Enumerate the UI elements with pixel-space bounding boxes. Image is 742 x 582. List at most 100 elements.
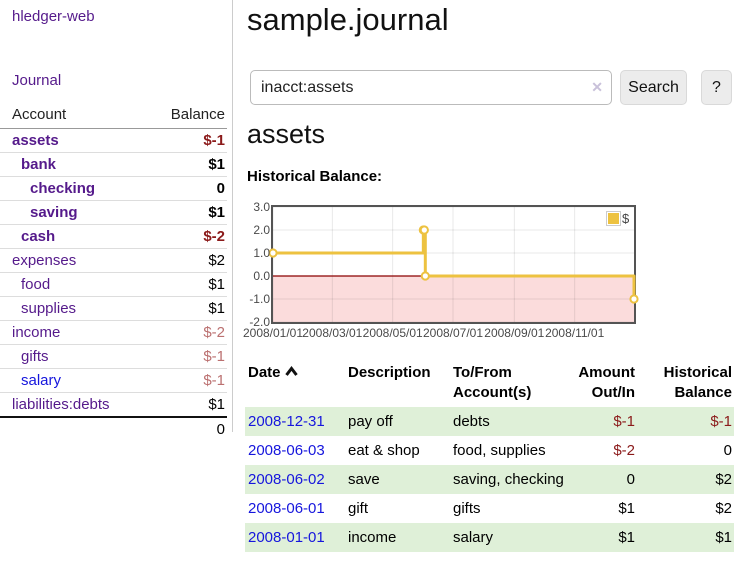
sidebar-account-link[interactable]: expenses [12,252,77,269]
transaction-description: save [348,471,380,488]
register-header-amount: Amount Out/In [578,364,635,401]
register-row: 2008-06-01 gift gifts $1 $2 [245,494,734,523]
account-row: supplies $1 [0,296,227,321]
transaction-amount: $1 [618,500,635,517]
account-balance: $2 [150,248,227,273]
sort-ascending-icon [284,363,298,383]
account-balance: 0 [150,176,227,201]
page-title: sample.journal [247,2,449,37]
account-row: food $1 [0,272,227,297]
transaction-balance: $-1 [710,413,732,430]
clear-search-icon[interactable]: ✕ [591,79,603,95]
x-tick-label: 2008/01/01 [242,326,304,340]
transaction-date-link[interactable]: 2008-06-01 [248,500,325,517]
register-header-row: Date Description To/From Account(s) Amou… [245,358,734,407]
account-balance: $1 [150,272,227,297]
account-row: cash $-2 [0,224,227,249]
x-tick-label: 2008/05/01 [362,326,423,340]
account-balance: $-1 [150,128,227,153]
help-button[interactable]: ? [701,70,732,105]
x-tick-label: 2008/09/01 [484,326,545,340]
sidebar-account-link[interactable]: bank [21,156,57,173]
account-row: bank $1 [0,152,227,177]
sidebar-account-link[interactable]: gifts [21,348,49,365]
chart-legend: $ [607,211,629,226]
account-balance: $-2 [150,320,227,345]
search-box: ✕ [250,70,612,105]
accounts-total-value: 0 [150,416,227,441]
account-balance: $1 [150,296,227,321]
y-tick-label: -2.0 [249,315,270,329]
transaction-date-link[interactable]: 2008-12-31 [248,413,325,430]
account-balance: $-1 [150,344,227,369]
account-row: liabilities:debts $1 [0,392,227,418]
legend-label: $ [622,211,630,226]
account-balance: $-1 [150,368,227,393]
app-title-link[interactable]: hledger-web [12,8,95,25]
sidebar-account-link[interactable]: checking [30,180,96,197]
register-row: 2008-06-02 save saving, checking 0 $2 [245,465,734,494]
register-row: 2008-12-31 pay off debts $-1 $-1 [245,407,734,436]
transaction-accounts: gifts [453,500,481,517]
transaction-date-link[interactable]: 2008-06-02 [248,471,325,488]
search-input[interactable] [250,70,612,105]
y-tick-label: 1.0 [253,246,270,260]
transaction-amount: 0 [626,471,635,488]
sidebar-account-link[interactable]: assets [12,132,59,149]
register-header-description: Description [348,364,431,381]
account-row: assets $-1 [0,128,227,153]
transaction-description: pay off [348,413,393,430]
account-row: income $-2 [0,320,227,345]
register-header-accounts: To/From Account(s) [453,364,532,401]
chart-canvas [268,205,639,324]
accounts-header-balance: Balance [150,102,227,129]
transaction-description: income [348,529,397,546]
sidebar-account-link[interactable]: food [21,276,51,293]
y-tick-label: 3.0 [253,200,270,214]
account-balance: $1 [150,392,227,418]
register-row: 2008-01-01 income salary $1 $1 [245,523,734,552]
transaction-balance: $2 [715,500,732,517]
x-tick-label: 2008/03/01 [302,326,363,340]
sidebar-account-link[interactable]: supplies [21,300,77,317]
transaction-accounts: salary [453,529,494,546]
historical-balance-chart[interactable]: 3.0 2.0 1.0 0.0 -1.0 -2.0 2008/01/01 2008/03/01… [242,200,665,347]
register-row: 2008-06-03 eat & shop food, supplies $-2 0 [245,436,734,465]
transaction-accounts: debts [453,413,490,430]
sidebar-account-link[interactable]: salary [21,372,62,389]
accounts-total-row: 0 [0,416,227,441]
sidebar: hledger-web Journal Account Balance asse… [0,0,233,441]
sidebar-account-link[interactable]: cash [21,228,56,245]
transaction-date-link[interactable]: 2008-01-01 [248,529,325,546]
account-row: gifts $-1 [0,344,227,369]
search-button[interactable]: Search [620,70,687,105]
chart-title: Historical Balance: [247,168,383,185]
register-header-balance: Historical Balance [663,364,732,401]
transaction-amount: $-2 [613,442,635,459]
register-table: Date Description To/From Account(s) Amou… [245,358,734,552]
sidebar-item-journal[interactable]: Journal [12,72,62,89]
transaction-accounts: food, supplies [453,442,546,459]
sidebar-account-link[interactable]: liabilities:debts [12,396,110,413]
register-header-date[interactable]: Date [245,358,345,407]
accounts-table: Account Balance assets $-1 bank $1 checking 0… [0,102,227,441]
account-heading: assets [247,119,326,149]
accounts-header-account: Account [0,102,151,129]
transaction-balance: 0 [723,442,732,459]
transaction-description: gift [348,500,369,517]
transaction-balance: $2 [715,471,732,488]
x-tick-label: 2008/11/01 [545,326,605,340]
transaction-balance: $1 [715,529,732,546]
accounts-header-row: Account Balance [0,102,227,129]
transaction-description: eat & shop [348,442,420,459]
account-row: expenses $2 [0,248,227,273]
y-tick-label: 2.0 [253,223,270,237]
account-row: salary $-1 [0,368,227,393]
sidebar-account-link[interactable]: saving [30,204,78,221]
transaction-date-link[interactable]: 2008-06-03 [248,442,325,459]
x-tick-label: 2008/07/01 [422,326,484,340]
account-row: saving $1 [0,200,227,225]
sidebar-account-link[interactable]: income [12,324,61,341]
account-balance: $1 [150,200,227,225]
